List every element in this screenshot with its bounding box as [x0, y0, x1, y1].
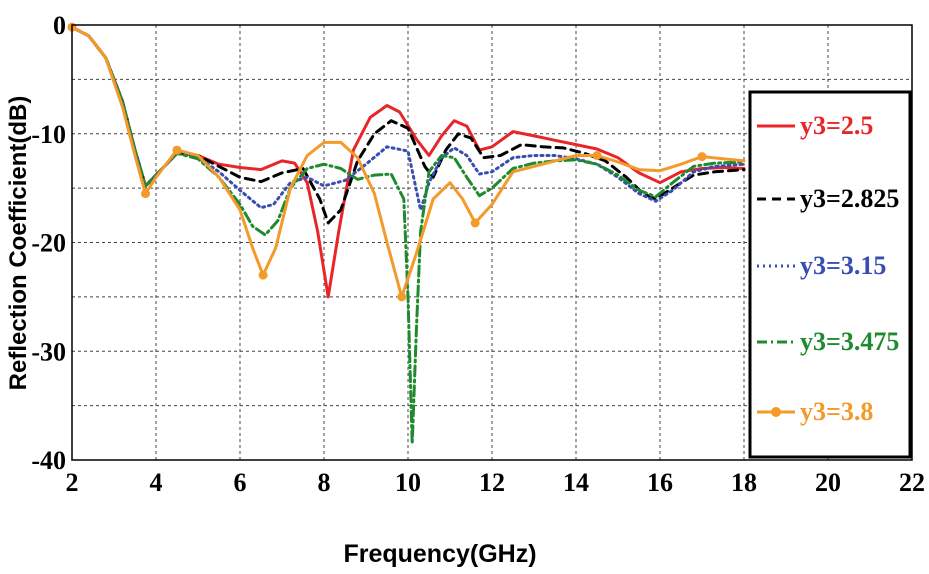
y-tick-label: 0	[53, 11, 66, 40]
series-marker	[397, 292, 407, 302]
tick-labels: 2 4 6 8 10 12 14 16 18 20 22 0 -10 -20 -30 -40	[31, 11, 925, 497]
x-tick-label: 4	[150, 468, 163, 497]
series-marker	[470, 218, 480, 228]
x-axis-title: Frequency(GHz)	[343, 540, 536, 568]
y-tick-label: -10	[31, 120, 66, 149]
legend-box	[748, 90, 912, 459]
series-marker	[172, 145, 182, 155]
x-tick-label: 8	[318, 468, 331, 497]
grid	[72, 25, 912, 460]
x-tick-label: 12	[479, 468, 505, 497]
x-tick-label: 22	[899, 468, 925, 497]
series-marker	[697, 152, 707, 162]
legend-label: y3=3.15	[800, 251, 886, 280]
x-tick-label: 20	[815, 468, 841, 497]
x-tick-label: 2	[66, 468, 79, 497]
y-axis-title: Reflection Coefficient(dB)	[5, 96, 32, 391]
series-line-y3-3-8	[70, 25, 746, 299]
x-tick-label: 10	[395, 468, 421, 497]
series-marker	[141, 189, 150, 199]
legend-label: y3=2.825	[800, 184, 899, 213]
legend-label: y3=3.8	[800, 397, 873, 426]
legend: y3=2.5 y3=2.825 y3=3.15 y3=3.475 y3=3.8	[748, 90, 912, 459]
legend-swatch-marker	[771, 407, 781, 417]
plot-frame	[71, 24, 913, 461]
series-marker	[592, 151, 602, 160]
series-marker	[258, 270, 268, 280]
x-tick-label: 18	[731, 468, 757, 497]
x-tick-label: 16	[647, 468, 673, 497]
series-line-y3-3-475	[70, 25, 746, 446]
y-tick-label: -40	[31, 446, 66, 475]
series-layer	[67, 22, 746, 446]
y-tick-label: -30	[31, 337, 66, 366]
x-tick-label: 14	[563, 468, 589, 497]
legend-label: y3=2.5	[800, 111, 873, 140]
x-tick-label: 6	[234, 468, 247, 497]
y-tick-label: -20	[31, 229, 66, 258]
legend-label: y3=3.475	[800, 327, 899, 356]
